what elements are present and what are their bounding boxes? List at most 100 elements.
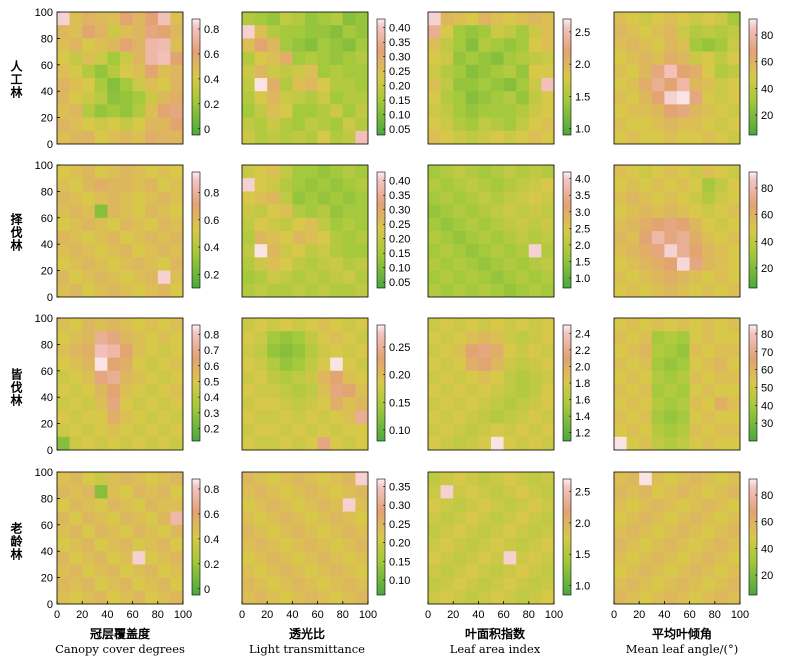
heatmap-cell (727, 590, 741, 605)
heatmap-cell (714, 344, 728, 358)
heatmap-cell (120, 91, 133, 105)
heatmap-cell (107, 38, 121, 52)
heatmap-cell (242, 130, 255, 145)
heatmap-cell (242, 51, 255, 66)
heatmap-cell (82, 257, 96, 271)
heatmap-cell (614, 64, 627, 79)
y-tick-label: 0 (47, 292, 53, 304)
heatmap-cell (57, 538, 70, 552)
heatmap-cell (132, 397, 146, 411)
heatmap-cell (428, 78, 441, 92)
heatmap-cell (541, 551, 555, 565)
heatmap-cell (107, 130, 121, 145)
heatmap-cell (170, 283, 184, 298)
heatmap-cell (254, 564, 268, 578)
column-label-light-transmittance-en: Light transmittance (249, 642, 365, 656)
y-tick-label: 60 (41, 520, 53, 532)
heatmap-cell (541, 231, 555, 245)
heatmap-cell (355, 130, 369, 145)
heatmap-cell (317, 344, 331, 358)
heatmap-cell (342, 51, 356, 66)
heatmap-cell (664, 25, 678, 39)
heatmap-cell (677, 551, 690, 565)
colorbar-tick-label: 2.5 (575, 487, 590, 499)
heatmap-cell (279, 217, 293, 232)
colorbar-tick-label: 0.15 (389, 95, 410, 107)
heatmap-cell (170, 318, 184, 332)
heatmap-cell (292, 91, 306, 105)
heatmap-cell (714, 384, 728, 398)
heatmap-cell (170, 78, 184, 92)
heatmap-cell (714, 436, 728, 451)
heatmap-cell (491, 410, 504, 424)
colorbar-tick-label: 70 (761, 347, 773, 359)
heatmap-cell (428, 130, 441, 145)
heatmap-cell (465, 51, 479, 66)
heatmap-cell (528, 191, 542, 205)
heatmap-cell (305, 270, 318, 285)
heatmap-cell (342, 217, 356, 232)
heatmap-cell (626, 344, 640, 358)
heatmap-cell (69, 538, 83, 552)
heatmap-cell (170, 270, 184, 285)
heatmap-cell (69, 257, 83, 271)
heatmap-cell (69, 423, 83, 438)
heatmap-cell (714, 178, 728, 192)
heatmap-cell (689, 38, 703, 52)
heatmap-cell (478, 78, 492, 92)
heatmap-cell (120, 511, 133, 526)
heatmap-cell (94, 217, 108, 232)
heatmap-cell (664, 423, 678, 438)
heatmap-cell (677, 204, 690, 219)
heatmap-cell (614, 384, 627, 398)
heatmap-cell (267, 564, 281, 578)
heatmap-cell (465, 397, 479, 411)
heatmap-cell (170, 12, 184, 26)
heatmap-cell (677, 423, 690, 438)
heatmap-cell (626, 538, 640, 552)
heatmap-cell (94, 91, 108, 105)
heatmap-cell (107, 91, 121, 105)
heatmap-cell (478, 485, 492, 499)
heatmap-cell (528, 384, 542, 398)
heatmap-cell (541, 498, 555, 512)
heatmap-cell (465, 577, 479, 592)
heatmap-cell (355, 38, 369, 52)
heatmap-cell (69, 577, 83, 592)
heatmap-cell (145, 384, 159, 398)
heatmap-cell (714, 538, 728, 552)
heatmap-cell (170, 384, 184, 398)
heatmap-cell (541, 104, 555, 118)
heatmap-cell (57, 370, 70, 385)
colorbar (376, 18, 386, 136)
heatmap-cell (677, 538, 690, 552)
heatmap-cell (428, 191, 441, 205)
heatmap-cell (428, 397, 441, 411)
heatmap-cell (428, 498, 441, 512)
heatmap-cell (626, 397, 640, 411)
heatmap-cell (541, 370, 555, 385)
heatmap-cell (639, 357, 653, 372)
heatmap-cell (132, 423, 146, 438)
heatmap-cell (702, 12, 716, 26)
colorbar-tick-label: 1.8 (575, 378, 590, 390)
heatmap-cell (157, 244, 171, 258)
row-label-clear-cut: 皆伐林 (9, 368, 23, 407)
heatmap-cell (626, 217, 640, 232)
heatmap-cell (702, 577, 716, 592)
heatmap-cell (305, 498, 318, 512)
heatmap-cell (342, 191, 356, 205)
heatmap-cell (528, 551, 542, 565)
heatmap-cell (145, 64, 159, 79)
heatmap-cell (132, 130, 146, 145)
heatmap-cell (94, 472, 108, 486)
heatmap-cell (714, 204, 728, 219)
heatmap-cell (528, 410, 542, 424)
x-tick-label: 60 (311, 609, 323, 621)
heatmap-cell (242, 38, 255, 52)
heatmap-cell (714, 331, 728, 345)
heatmap-cell (170, 551, 184, 565)
colorbar-tick-label: 40 (761, 543, 773, 555)
heatmap-cell (440, 257, 454, 271)
heatmap-cell (170, 423, 184, 438)
